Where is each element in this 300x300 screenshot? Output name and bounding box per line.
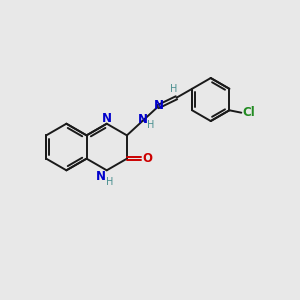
Text: H: H <box>106 177 113 187</box>
Text: N: N <box>96 170 106 183</box>
Text: O: O <box>142 152 152 165</box>
Text: H: H <box>170 84 178 94</box>
Text: N: N <box>138 113 148 126</box>
Text: N: N <box>102 112 112 125</box>
Text: N: N <box>154 99 164 112</box>
Text: Cl: Cl <box>242 106 255 119</box>
Text: H: H <box>146 120 154 130</box>
